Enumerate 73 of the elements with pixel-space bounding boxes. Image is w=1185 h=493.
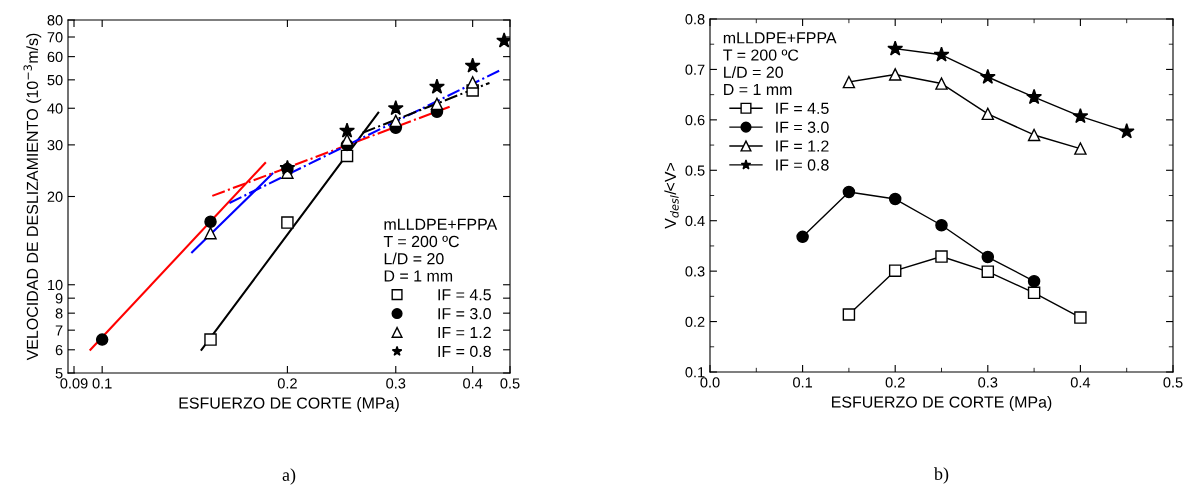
- y-tick-label: 40: [47, 103, 63, 114]
- legend-title: mLLDPE+FPPA T = 200 ºC L/D = 20 D = 1 mm: [723, 32, 837, 95]
- point: [1026, 88, 1043, 105]
- point: [981, 107, 995, 121]
- y-tick-label: 70: [47, 32, 63, 43]
- x-tick-label: 0.5: [1163, 377, 1183, 388]
- y-tick-label: 0.1: [685, 367, 705, 378]
- y-tick-label: 6: [55, 344, 63, 356]
- point: [1118, 123, 1135, 139]
- x-tick-label: 0.1: [793, 377, 813, 388]
- x-tick-label: 0.1: [92, 378, 112, 389]
- point: [842, 185, 856, 199]
- point: [1072, 107, 1089, 124]
- point: [796, 230, 809, 244]
- y-tick-label: 9: [55, 293, 63, 304]
- point: [933, 46, 950, 62]
- y-tick-label: 0.6: [685, 114, 705, 126]
- y-tick-label: 60: [47, 51, 63, 63]
- point: [1074, 311, 1087, 324]
- x-tick-label: 0.0: [700, 377, 720, 388]
- x-tick-label: 0.2: [885, 377, 905, 388]
- point: [888, 192, 902, 206]
- y-tick-label: 0.5: [685, 165, 705, 176]
- y-tick-label: 20: [47, 191, 63, 202]
- point: [979, 68, 996, 84]
- legend-label: IF = 0.8: [776, 159, 829, 171]
- x-tick-label: 0.5: [500, 378, 520, 389]
- y-tick-label: 0.4: [685, 215, 705, 227]
- y-tick-label: 8: [55, 308, 63, 319]
- x-tick-label: 0.3: [386, 378, 406, 389]
- point: [1027, 274, 1041, 288]
- x-tick-label: 0.4: [1070, 377, 1091, 388]
- legend-label: IF = 1.2: [776, 140, 829, 152]
- legend-label: IF = 0.8: [438, 345, 491, 358]
- y-axis-title: VELOCIDAD DE DESLIZAMIENTO (10$^{−3}$m/s): [23, 33, 42, 361]
- point: [842, 75, 856, 89]
- text: b): [933, 467, 949, 484]
- y-axis-title: V$_{desl}$/<V>: [664, 162, 679, 229]
- y-tick-label: 50: [47, 74, 63, 86]
- point: [981, 265, 995, 278]
- legend-label: IF = 4.5: [438, 289, 491, 301]
- legend-label: IF = 3.0: [776, 121, 829, 133]
- y-tick-label: 0.7: [685, 64, 705, 75]
- point: [981, 250, 995, 264]
- x-axis-title: ESFUERZO DE CORTE (MPa): [179, 397, 399, 412]
- y-tick-label: 30: [47, 139, 63, 151]
- x-tick-label: 0.2: [277, 378, 297, 389]
- point: [887, 40, 904, 56]
- point: [1027, 128, 1041, 142]
- y-tick-label: 0.3: [685, 266, 705, 277]
- y-tick-label: 10: [48, 279, 63, 291]
- legend-label: IF = 4.5: [776, 102, 829, 114]
- point: [1027, 286, 1041, 300]
- legend-title: mLLDPE+FPPA T = 200 ºC L/D = 20 D = 1 mm: [383, 218, 498, 282]
- x-axis-title: ESFUERZO DE CORTE (MPa): [832, 396, 1052, 411]
- y-tick-label: 7: [55, 325, 63, 336]
- point: [888, 264, 902, 277]
- point: [935, 77, 948, 90]
- point: [1074, 142, 1087, 155]
- x-tick-label: 0.09: [60, 378, 88, 389]
- legend-label: IF = 3.0: [438, 307, 491, 320]
- x-tick-label: 0.3: [978, 377, 998, 388]
- x-tick-label: 0.4: [463, 378, 483, 389]
- point: [888, 68, 902, 81]
- y-tick-label: 5: [55, 368, 63, 379]
- y-tick-label: 0.8: [685, 14, 705, 25]
- point: [935, 219, 948, 232]
- point: [842, 308, 856, 321]
- point: [935, 250, 948, 263]
- y-tick-label: 0.2: [685, 316, 705, 327]
- text: a): [282, 468, 296, 485]
- y-tick-label: 80: [47, 15, 63, 26]
- legend-label: IF = 1.2: [438, 326, 491, 339]
